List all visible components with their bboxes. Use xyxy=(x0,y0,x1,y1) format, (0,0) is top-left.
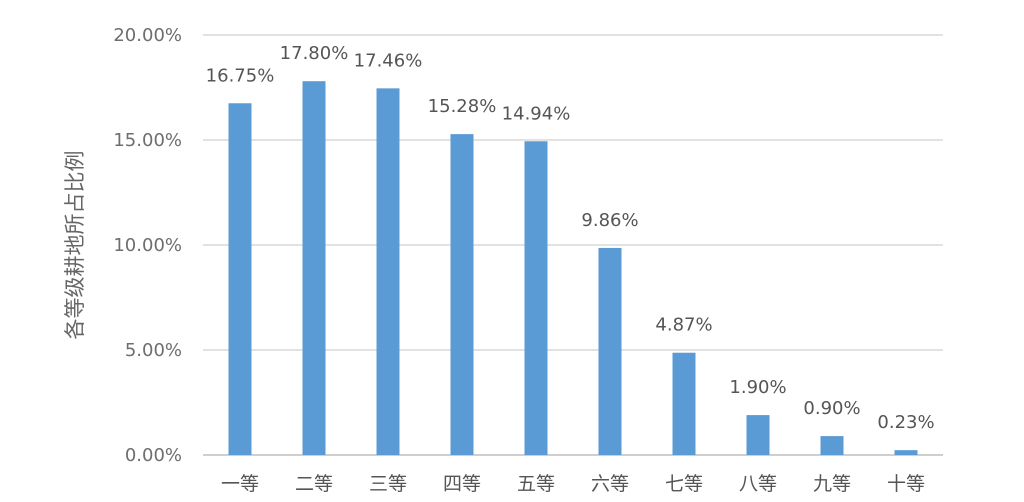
data-label: 17.46% xyxy=(354,50,423,71)
x-tick-label: 八等 xyxy=(739,473,777,495)
x-tick-label: 七等 xyxy=(665,473,703,495)
x-tick-label: 一等 xyxy=(221,473,259,495)
bar xyxy=(228,103,252,455)
bar xyxy=(450,134,474,455)
bar xyxy=(302,81,326,455)
data-label: 0.23% xyxy=(877,412,934,433)
bar xyxy=(894,450,918,455)
bar xyxy=(376,88,400,455)
data-label: 16.75% xyxy=(206,65,275,86)
data-labels: 16.75%17.80% 17.46% 15.28% 14.94% 9.86% 4.87%… xyxy=(206,43,935,433)
x-tick-labels: 一等 二等 三等 四等 五等 六等 七等 八等 九等 十等 xyxy=(221,473,925,495)
bar xyxy=(746,415,770,455)
x-tick-label: 四等 xyxy=(443,473,481,495)
y-axis-title: 各等级耕地所占比例 xyxy=(63,151,87,340)
data-label: 15.28% xyxy=(428,96,497,117)
data-label: 1.90% xyxy=(729,377,786,398)
x-tick-label: 五等 xyxy=(517,473,555,495)
x-tick-label: 九等 xyxy=(813,473,851,495)
x-tick-label: 二等 xyxy=(295,473,333,495)
data-label: 0.90% xyxy=(803,398,860,419)
y-tick-labels: 0.00% 5.00% 10.00% 15.00% 20.00% xyxy=(113,25,182,466)
y-tick-label: 15.00% xyxy=(113,130,182,151)
y-tick-label: 0.00% xyxy=(125,445,182,466)
bar xyxy=(672,352,696,455)
bar xyxy=(524,141,548,455)
bars xyxy=(228,81,918,455)
bar xyxy=(598,247,622,455)
y-tick-label: 10.00% xyxy=(113,235,182,256)
x-tick-label: 十等 xyxy=(887,473,925,495)
data-label: 14.94% xyxy=(502,103,571,124)
data-label: 17.80% xyxy=(280,43,349,64)
x-tick-label: 六等 xyxy=(591,473,629,495)
gridlines xyxy=(203,34,943,456)
bar xyxy=(820,436,844,455)
x-tick-label: 三等 xyxy=(369,473,407,495)
y-tick-label: 5.00% xyxy=(125,340,182,361)
data-label: 4.87% xyxy=(655,315,712,336)
data-label: 9.86% xyxy=(581,210,638,231)
y-tick-label: 20.00% xyxy=(113,25,182,46)
